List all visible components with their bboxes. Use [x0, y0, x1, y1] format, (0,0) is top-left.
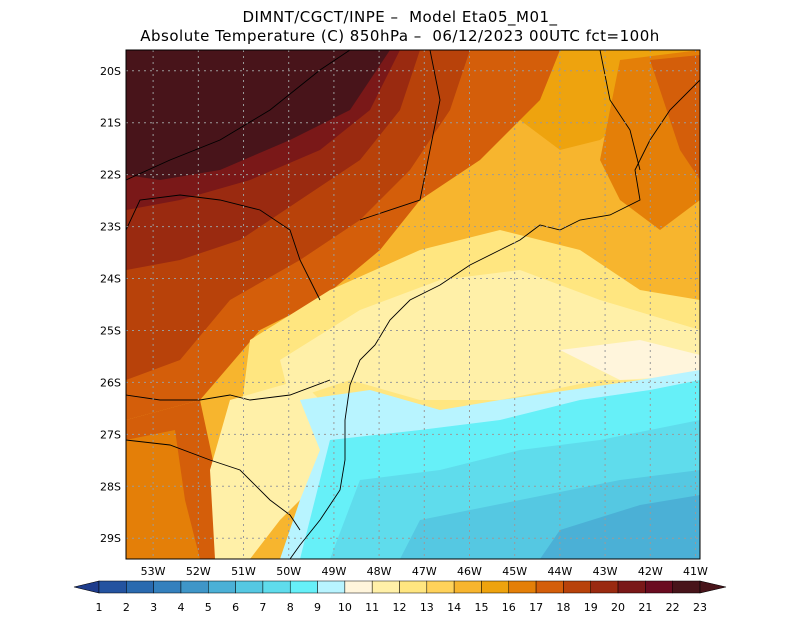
lat-label: 25S	[100, 324, 121, 337]
colorbar-label: 8	[287, 601, 294, 614]
colorbar-label: 22	[666, 601, 680, 614]
chart-subtitle: Absolute Temperature (C) 850hPa – 06/12/…	[140, 27, 660, 45]
lon-label: 42W	[638, 565, 663, 578]
lon-label: 46W	[457, 565, 482, 578]
lon-label: 53W	[141, 565, 166, 578]
state-border-pr	[126, 194, 321, 301]
colorbar-high-arrow	[699, 580, 727, 594]
colorbar-swatch	[453, 580, 482, 594]
field-band-18	[650, 55, 700, 180]
colorbar-swatch	[563, 580, 591, 594]
colorbar-label: 5	[205, 601, 212, 614]
temperature-field	[126, 50, 700, 559]
colorbar-label: 10	[338, 601, 352, 614]
colorbar-label: 16	[502, 601, 516, 614]
lon-label: 48W	[367, 565, 392, 578]
colorbar-low-arrow	[73, 580, 100, 594]
colorbar-swatch	[535, 580, 564, 594]
colorbar-swatch	[235, 580, 264, 594]
lat-label: 22S	[100, 169, 121, 182]
colorbar: 1 2 3 4 5 6 7 8 9 10 11 12 13 14 15 16 17 18 19 20 21 22 23	[73, 580, 727, 614]
colorbar-swatch	[672, 580, 701, 594]
colorbar-label: 21	[638, 601, 652, 614]
colorbar-label: 20	[611, 601, 625, 614]
colorbar-swatch	[617, 580, 646, 594]
coastline	[289, 79, 700, 559]
colorbar-swatch	[645, 580, 673, 594]
colorbar-label: 4	[177, 601, 184, 614]
chart-title: DIMNT/CGCT/INPE – Model Eta05_M01_	[242, 8, 558, 26]
colorbar-label: 17	[529, 601, 543, 614]
lon-label: 45W	[502, 565, 527, 578]
lat-label: 27S	[100, 428, 121, 441]
colorbar-label: 13	[420, 601, 434, 614]
colorbar-label: 12	[393, 601, 407, 614]
lat-label: 21S	[100, 117, 121, 130]
graticule	[126, 50, 700, 559]
colorbar-swatch	[180, 580, 209, 594]
lat-label: 23S	[100, 221, 121, 234]
colorbar-swatch	[371, 580, 400, 594]
lat-label: 29S	[100, 532, 121, 545]
lon-label: 41W	[683, 565, 708, 578]
colorbar-label: 23	[693, 601, 707, 614]
lat-label: 24S	[100, 273, 121, 286]
state-border-ms	[126, 50, 351, 181]
colorbar-swatch	[399, 580, 428, 594]
colorbar-label: 2	[123, 601, 130, 614]
colorbar-swatch	[590, 580, 619, 594]
field-band-17b	[126, 430, 200, 559]
lon-label: 52W	[186, 565, 211, 578]
field-band-6	[540, 495, 700, 559]
colorbar-swatch	[481, 580, 510, 594]
lon-label: 50W	[276, 565, 301, 578]
colorbar-label: 3	[150, 601, 157, 614]
colorbar-label: 19	[584, 601, 598, 614]
colorbar-swatch	[426, 580, 455, 594]
colorbar-swatch	[508, 580, 537, 594]
colorbar-swatch	[317, 580, 346, 594]
colorbar-swatch	[98, 580, 127, 594]
lon-label: 49W	[321, 565, 346, 578]
lon-label: 44W	[547, 565, 572, 578]
lon-label: 43W	[593, 565, 618, 578]
colorbar-swatch	[289, 580, 318, 594]
colorbar-swatch	[153, 580, 182, 594]
colorbar-label: 6	[232, 601, 239, 614]
lon-label: 51W	[231, 565, 256, 578]
latitude-labels: 20S 21S 22S 23S 24S 25S 26S 27S 28S 29S	[100, 65, 121, 545]
colorbar-label: 18	[556, 601, 570, 614]
state-border-rs	[126, 439, 301, 531]
colorbar-label: 11	[365, 601, 379, 614]
field-band-13b	[210, 380, 340, 559]
colorbar-swatch	[344, 580, 373, 594]
colorbar-label: 1	[96, 601, 103, 614]
field-band-23	[126, 50, 390, 180]
colorbar-swatch	[208, 580, 236, 594]
lat-label: 20S	[100, 65, 121, 78]
colorbar-label: 7	[259, 601, 266, 614]
field-band-12	[560, 340, 700, 380]
state-border-mg	[359, 50, 441, 221]
state-border-sc	[126, 379, 331, 401]
colorbar-label: 15	[474, 601, 488, 614]
colorbar-label: 14	[447, 601, 461, 614]
longitude-labels: 53W 52W 51W 50W 49W 48W 47W 46W 45W 44W 43W 42W 41W	[141, 565, 708, 578]
colorbar-label: 9	[314, 601, 321, 614]
colorbar-swatch	[262, 580, 291, 594]
map-frame	[125, 49, 701, 560]
lat-label: 28S	[100, 480, 121, 493]
lat-label: 26S	[100, 376, 121, 389]
colorbar-swatch	[126, 580, 154, 594]
lon-label: 47W	[412, 565, 437, 578]
